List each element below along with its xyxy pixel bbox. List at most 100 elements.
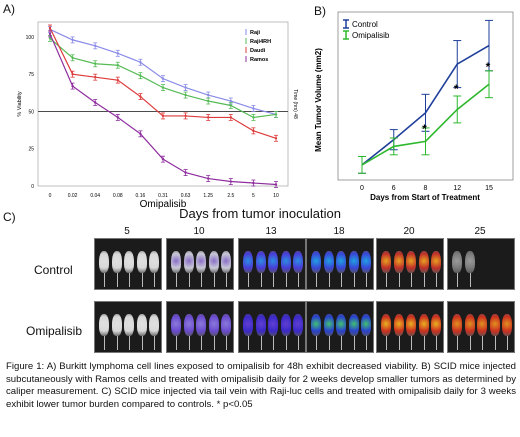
mouse-image — [124, 251, 134, 273]
data-point — [139, 95, 142, 98]
mouse-tail — [482, 336, 483, 350]
mouse-image — [418, 314, 429, 336]
day-label: 10 — [193, 226, 205, 237]
mouse-tail — [201, 336, 202, 350]
data-point — [161, 86, 165, 89]
x-axis-label: Omipalisib — [140, 199, 187, 210]
data-point — [71, 56, 74, 59]
legend-label: Raji4RH — [250, 39, 271, 45]
data-point — [139, 61, 142, 64]
legend-label: Ramos — [250, 57, 268, 63]
data-point — [161, 114, 165, 118]
mouse-tail — [298, 273, 299, 287]
data-point — [229, 180, 232, 183]
mouse-tail — [273, 273, 274, 287]
x-tick-label: 0.63 — [181, 193, 191, 199]
mouse-image — [381, 251, 391, 273]
data-point — [161, 77, 165, 80]
data-point — [116, 116, 120, 119]
data-point — [94, 62, 97, 65]
mouse-tail — [423, 336, 425, 350]
mouse-image — [477, 314, 487, 336]
mouse-image — [280, 314, 291, 336]
mouse-image — [393, 251, 404, 273]
legend-label: Daudi — [250, 48, 266, 54]
mouse-image — [361, 251, 371, 273]
x-tick-label: 5 — [252, 193, 255, 199]
mouse-tail — [226, 273, 227, 287]
mouse-tail — [341, 336, 342, 350]
data-point — [71, 84, 74, 88]
mouse-image — [196, 314, 206, 336]
mouse-image — [452, 251, 462, 273]
data-point — [229, 116, 232, 119]
mouse-image — [336, 251, 346, 273]
data-point — [116, 52, 120, 55]
mouse-tail — [353, 273, 355, 287]
data-point — [252, 129, 255, 133]
mouse-tail — [176, 273, 177, 287]
imaging-strip — [376, 301, 444, 353]
y-tick-label: 75 — [28, 72, 34, 78]
mouse-image — [243, 314, 253, 336]
mouse-tail — [213, 336, 215, 350]
day-label: 20 — [403, 226, 415, 237]
mouse-tail — [129, 273, 130, 287]
panel-label-b: B) — [314, 4, 326, 18]
y-tick-label: 0 — [31, 184, 34, 190]
mouse-tail — [328, 336, 330, 350]
mouse-image — [149, 251, 159, 273]
imaging-strip — [94, 301, 162, 353]
mouse-image — [208, 251, 219, 273]
imaging-strip — [306, 301, 374, 353]
mouse-tail — [386, 273, 387, 287]
data-point — [94, 44, 97, 48]
significance-marker: * — [422, 122, 427, 136]
panel-label-c: C) — [3, 210, 16, 224]
mouse-image — [418, 251, 429, 273]
mouse-tail — [298, 336, 299, 350]
mouse-tail — [188, 336, 190, 350]
mouse-image — [255, 314, 266, 336]
data-point — [94, 75, 97, 79]
data-point — [252, 181, 255, 185]
mouse-image — [243, 251, 253, 273]
y-tick-label: 25 — [28, 147, 34, 153]
mouse-image — [489, 314, 500, 336]
imaging-strip — [447, 238, 515, 290]
x-tick-label: 15 — [485, 185, 493, 192]
data-point — [252, 116, 255, 119]
x-tick-label: 0.31 — [158, 193, 168, 199]
imaging-strip — [238, 238, 306, 290]
row-label-omipalisib: Omipalisib — [26, 324, 83, 338]
right-axis-label: Time (hrs) 48 — [292, 89, 298, 119]
imaging-strip — [166, 301, 234, 353]
figure-caption: Figure 1: A) Burkitt lymphoma cell lines… — [6, 361, 516, 410]
mouse-image — [268, 314, 278, 336]
imaging-strip — [94, 238, 162, 290]
mouse-tail — [457, 336, 458, 350]
mouse-image — [431, 251, 441, 273]
mouse-tail — [116, 336, 118, 350]
mouse-image — [311, 314, 321, 336]
mouse-tail — [248, 336, 249, 350]
imaging-strip — [376, 238, 444, 290]
data-point — [71, 72, 74, 76]
x-tick-label: 0 — [49, 193, 52, 199]
mouse-image — [348, 251, 359, 273]
mouse-image — [336, 314, 346, 336]
mouse-image — [124, 314, 134, 336]
mouse-tail — [328, 273, 330, 287]
mouse-tail — [129, 336, 130, 350]
mouse-image — [111, 251, 122, 273]
mouse-image — [280, 251, 291, 273]
imaging-strip — [238, 301, 306, 353]
imaging-strip — [306, 238, 374, 290]
mouse-tail — [285, 336, 287, 350]
data-point — [139, 74, 142, 77]
mouse-image — [196, 251, 206, 273]
mouse-tail — [411, 273, 412, 287]
x-axis-label: Days from Start of Treatment — [370, 193, 480, 202]
mouse-tail — [248, 273, 249, 287]
imaging-strip — [166, 238, 234, 290]
